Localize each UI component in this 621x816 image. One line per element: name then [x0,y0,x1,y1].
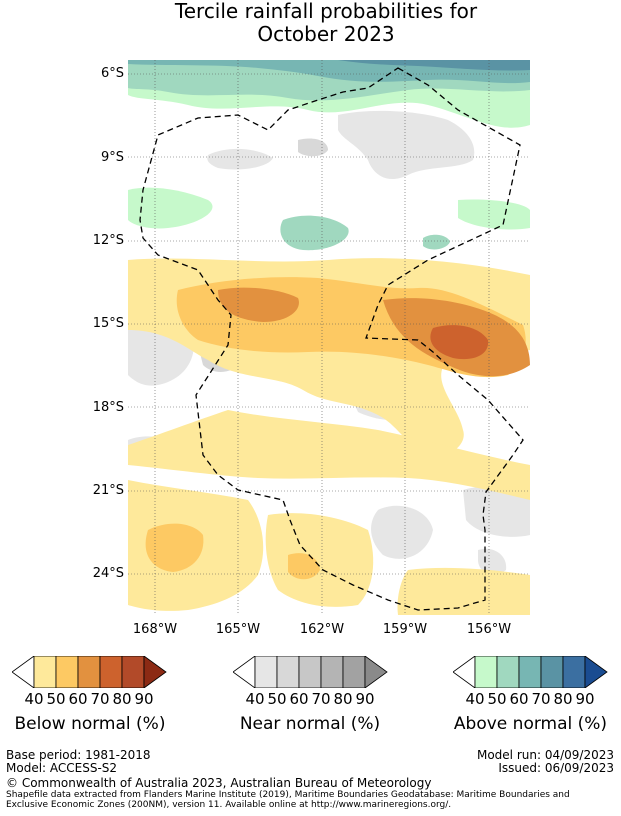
tick-label: 60 [289,690,309,708]
copyright: © Commonwealth of Australia 2023, Austra… [6,776,432,790]
map-title: Tercile rainfall probabilities for Octob… [0,0,621,46]
tick-label: 50 [267,690,287,708]
colorbar-swatch [99,656,123,688]
tick-label: 60 [68,690,88,708]
below-normal-area [265,513,374,607]
base-period: Base period: 1981-2018 [6,748,151,762]
lon-label: 159°W [382,622,428,637]
colorbar-swatch [276,656,300,688]
below-normal-area [145,523,204,572]
colorbar-swatch [562,656,586,688]
lon-label: 156°W [466,622,512,637]
colorbar-under-swatch [453,656,476,688]
colorbar-over-swatch [584,656,608,688]
tick-label: 80 [553,690,573,708]
tick-label: 70 [90,690,110,708]
below-normal-area [288,553,320,580]
colorbar-swatch [320,656,344,688]
below-normal-label: Below normal (%) [14,714,166,734]
lon-label: 168°W [132,622,178,637]
colorbar-swatch [540,656,564,688]
lat-label: 21°S [92,483,124,498]
colorbar-swatch [518,656,542,688]
lat-label: 18°S [92,400,124,415]
colorbar-swatch [33,656,57,688]
probability-map [128,60,530,615]
title-line-2: October 2023 [257,22,395,46]
colorbar-swatch [254,656,278,688]
tick-label: 90 [355,690,375,708]
near-normal-area [371,505,433,559]
below-normal-area [218,287,299,322]
tick-label: 40 [465,690,485,708]
tick-label: 50 [46,690,66,708]
below-normal-area [430,325,489,360]
colorbar-swatch [496,656,520,688]
above-normal-area [458,199,530,230]
colorbar-under-swatch [233,656,256,688]
eez-boundary [139,67,524,611]
tick-label: 80 [333,690,353,708]
colorbar-swatch [77,656,101,688]
tick-label: 80 [112,690,132,708]
above-normal-ticks: 40 50 60 70 80 90 [464,690,596,708]
tick-label: 90 [134,690,154,708]
above-normal-colorbar [453,656,608,688]
colorbar-under-swatch [12,656,35,688]
issued-date: Issued: 06/09/2023 [498,761,614,775]
tick-label: 70 [311,690,331,708]
colorbar-over-swatch [364,656,388,688]
lon-label: 165°W [215,622,261,637]
above-normal-area [338,60,530,71]
near-normal-area [338,110,475,180]
title-line-1: Tercile rainfall probabilities for [174,0,478,23]
near-normal-colorbar [233,656,388,688]
tick-label: 70 [531,690,551,708]
lat-label: 15°S [92,316,124,331]
below-normal-area [397,567,530,615]
colorbar-swatch [55,656,79,688]
tick-label: 90 [575,690,595,708]
model-run: Model run: 04/09/2023 [476,748,614,762]
lat-label: 6°S [100,66,124,81]
colorbar-swatch [342,656,366,688]
colorbar-swatch [474,656,498,688]
above-normal-label: Above normal (%) [453,714,608,734]
lat-label: 24°S [92,566,124,581]
colorbar-over-swatch [143,656,167,688]
above-normal-area [423,234,450,250]
tick-label: 40 [245,690,265,708]
model-name: Model: ACCESS-S2 [6,761,118,775]
lat-label: 9°S [100,150,124,165]
above-normal-area [128,187,213,229]
colorbar-swatch [121,656,145,688]
lat-label: 12°S [92,233,124,248]
near-normal-area [298,138,328,157]
colorbar-swatch [298,656,322,688]
lon-label: 162°W [299,622,345,637]
below-normal-ticks: 40 50 60 70 80 90 [23,690,155,708]
shapefile-credit-1: Shapefile data extracted from Flanders M… [6,790,570,800]
tick-label: 60 [509,690,529,708]
above-normal-area [280,215,349,251]
below-normal-area [128,410,530,500]
tick-label: 40 [24,690,44,708]
near-normal-label: Near normal (%) [239,714,381,734]
near-normal-ticks: 40 50 60 70 80 90 [244,690,376,708]
near-normal-area [463,486,530,537]
near-normal-area [207,148,273,170]
shapefile-credit-2: Exclusive Economic Zones (200NM), versio… [6,800,452,810]
tick-label: 50 [487,690,507,708]
below-normal-colorbar [12,656,167,688]
